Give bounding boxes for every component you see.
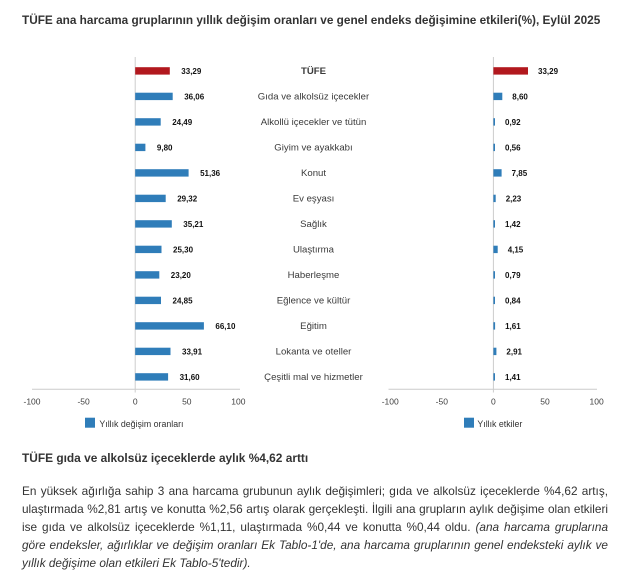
svg-text:36,06: 36,06 (184, 92, 205, 101)
svg-text:2,23: 2,23 (506, 194, 522, 203)
svg-text:Ev eşyası: Ev eşyası (293, 194, 335, 205)
svg-text:-100: -100 (23, 397, 40, 407)
svg-text:33,29: 33,29 (538, 67, 559, 76)
svg-text:51,36: 51,36 (200, 169, 221, 178)
svg-text:0,84: 0,84 (505, 296, 521, 305)
svg-text:Alkollü içecekler ve tütün: Alkollü içecekler ve tütün (261, 117, 367, 128)
svg-text:50: 50 (182, 397, 192, 407)
svg-text:29,32: 29,32 (177, 194, 198, 203)
svg-text:4,15: 4,15 (508, 245, 524, 254)
svg-text:100: 100 (590, 397, 604, 407)
svg-text:1,41: 1,41 (505, 373, 521, 382)
svg-text:Yıllık değişim oranları: Yıllık değişim oranları (99, 419, 183, 429)
svg-text:24,85: 24,85 (173, 296, 194, 305)
svg-text:7,85: 7,85 (512, 169, 528, 178)
svg-text:Yıllık etkiler: Yıllık etkiler (477, 419, 522, 429)
svg-text:33,91: 33,91 (182, 347, 203, 356)
svg-text:1,42: 1,42 (505, 220, 521, 229)
svg-text:Eğlence ve kültür: Eğlence ve kültür (277, 296, 351, 307)
svg-text:1,61: 1,61 (505, 322, 521, 331)
svg-text:Haberleşme: Haberleşme (288, 270, 340, 281)
svg-text:23,20: 23,20 (171, 271, 192, 280)
svg-text:0,79: 0,79 (505, 271, 521, 280)
svg-text:Konut: Konut (301, 168, 326, 179)
svg-text:8,60: 8,60 (512, 92, 528, 101)
svg-text:50: 50 (540, 397, 550, 407)
svg-text:Lokanta ve oteller: Lokanta ve oteller (276, 347, 353, 358)
svg-text:25,30: 25,30 (173, 245, 194, 254)
svg-text:-50: -50 (77, 397, 90, 407)
svg-text:0,56: 0,56 (505, 143, 521, 152)
svg-text:-100: -100 (382, 397, 399, 407)
svg-text:Gıda ve alkolsüz içecekler: Gıda ve alkolsüz içecekler (258, 92, 370, 103)
svg-text:33,29: 33,29 (181, 67, 202, 76)
svg-text:TÜFE: TÜFE (301, 66, 327, 77)
svg-text:9,80: 9,80 (157, 143, 173, 152)
svg-text:66,10: 66,10 (215, 322, 236, 331)
svg-text:100: 100 (231, 397, 245, 407)
svg-text:24,49: 24,49 (172, 118, 193, 127)
svg-text:0: 0 (491, 397, 496, 407)
svg-text:-50: -50 (436, 397, 449, 407)
svg-text:Ulaştırma: Ulaştırma (293, 245, 335, 256)
svg-text:35,21: 35,21 (183, 220, 204, 229)
svg-text:Giyim ve ayakkabı: Giyim ve ayakkabı (274, 143, 352, 154)
svg-text:Eğitim: Eğitim (300, 321, 327, 332)
svg-text:Çeşitli mal ve hizmetler: Çeşitli mal ve hizmetler (264, 372, 363, 383)
svg-text:2,91: 2,91 (506, 347, 522, 356)
svg-text:0: 0 (133, 397, 138, 407)
svg-text:31,60: 31,60 (180, 373, 201, 382)
svg-text:0,92: 0,92 (505, 118, 521, 127)
svg-text:Sağlık: Sağlık (300, 219, 327, 230)
